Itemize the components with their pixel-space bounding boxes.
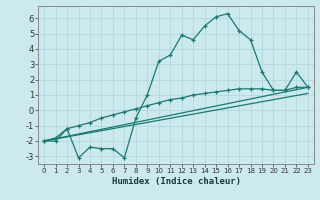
X-axis label: Humidex (Indice chaleur): Humidex (Indice chaleur)	[111, 177, 241, 186]
